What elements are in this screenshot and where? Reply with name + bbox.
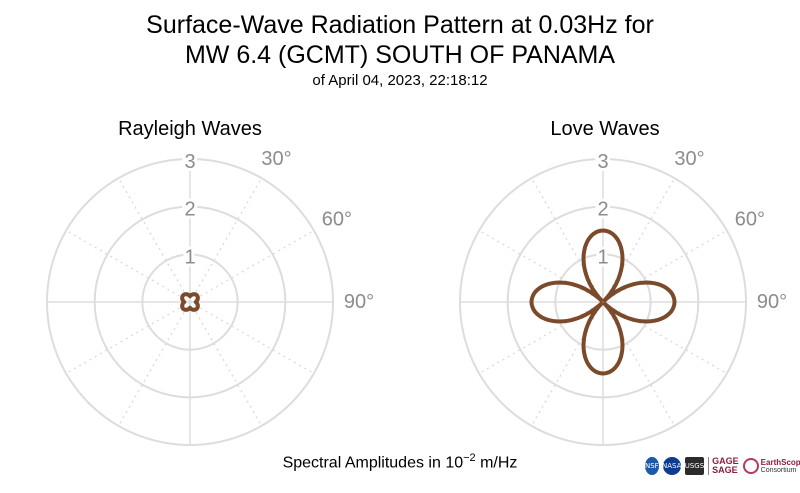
love-r-tick-label-2: 2 (597, 199, 608, 221)
chart-title-line-1: Surface-Wave Radiation Pattern at 0.03Hz… (146, 11, 654, 39)
rayleigh-theta-tick-label-60: 60° (322, 209, 352, 231)
love-theta-tick-label-90: 90° (757, 291, 787, 313)
earthscope-text: EarthScope (760, 457, 800, 467)
love-radial-grid-1 (554, 253, 652, 351)
love-r-tick-label-1: 1 (597, 246, 608, 268)
love-polar-chart: 1 2 3 30° 60° 90° (459, 148, 787, 446)
nsf-logo: NSF (645, 457, 659, 475)
sponsor-logos: NSF NASA USGS GAGE SAGE EarthScope Conso… (645, 450, 800, 482)
earthscope-icon (742, 458, 759, 474)
rayleigh-polar-chart: 1 2 3 30° 60° 90° (46, 148, 374, 446)
gage-text: GAGE (712, 456, 739, 466)
sage-text: SAGE (712, 465, 738, 475)
rayleigh-radial-grid-2 (93, 205, 287, 399)
rayleigh-r-tick-label-1: 1 (184, 246, 195, 268)
footer-label-exponent: −2 (463, 452, 476, 464)
rayleigh-radiation-pattern-curve (180, 292, 200, 312)
footer-label-prefix: Spectral Amplitudes in 10 (282, 454, 464, 472)
earthscope-logo: EarthScope Consortium (742, 457, 800, 474)
chart-subtitle: of April 04, 2023, 22:18:12 (312, 72, 488, 89)
consortium-text: Consortium (760, 466, 797, 474)
usgs-logo: USGS (684, 457, 705, 475)
rayleigh-theta-tick-label-30: 30° (261, 148, 291, 170)
rayleigh-radial-grid-3 (46, 158, 334, 446)
love-r-tick-label-3: 3 (597, 151, 608, 173)
rayleigh-r-tick-label-2: 2 (184, 199, 195, 221)
rayleigh-panel-title: Rayleigh Waves (118, 118, 262, 140)
rayleigh-r-tick-label-3: 3 (184, 151, 195, 173)
love-theta-tick-label-60: 60° (735, 209, 765, 231)
rayleigh-theta-tick-label-90: 90° (344, 291, 374, 313)
rayleigh-radial-grid-1 (141, 253, 239, 351)
love-radial-grid-3 (459, 158, 747, 446)
spectral-amplitude-label: Spectral Amplitudes in 10−2 m/Hz (0, 452, 800, 472)
nasa-logo: NASA (662, 457, 681, 475)
love-panel-title: Love Waves (550, 118, 660, 140)
title-block: Surface-Wave Radiation Pattern at 0.03Hz… (0, 10, 800, 90)
chart-title-line-2: MW 6.4 (GCMT) SOUTH OF PANAMA (184, 41, 616, 69)
gage-sage-logo: GAGE SAGE (708, 457, 739, 475)
love-theta-tick-label-30: 30° (674, 148, 704, 170)
love-radiation-pattern-curve (529, 228, 677, 376)
footer-label-suffix: m/Hz (475, 454, 518, 472)
love-radial-grid-2 (506, 205, 700, 399)
